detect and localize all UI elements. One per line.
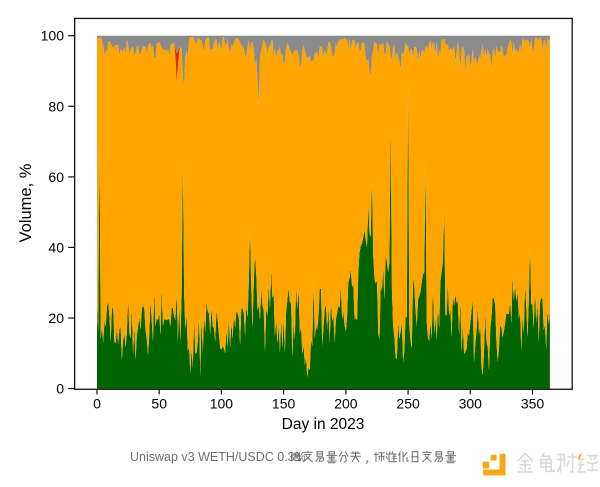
- svg-text:100: 100: [41, 28, 65, 44]
- svg-text:20: 20: [48, 310, 64, 326]
- svg-text:80: 80: [48, 98, 64, 114]
- svg-text:250: 250: [396, 396, 420, 412]
- svg-text:Uniswap v3 WETH/USDC 0.3%: Uniswap v3 WETH/USDC 0.3%: [130, 450, 306, 464]
- svg-text:Volume, %: Volume, %: [17, 163, 35, 242]
- svg-text:40: 40: [48, 239, 64, 255]
- svg-text:100: 100: [210, 396, 234, 412]
- svg-text:350: 350: [521, 396, 545, 412]
- svg-text:50: 50: [151, 396, 167, 412]
- svg-text:200: 200: [334, 396, 358, 412]
- svg-text:150: 150: [272, 396, 296, 412]
- svg-text:Day in 2023: Day in 2023: [282, 416, 365, 433]
- svg-text:0: 0: [56, 381, 64, 397]
- svg-text:0: 0: [93, 396, 101, 412]
- svg-text:60: 60: [48, 169, 64, 185]
- svg-text:300: 300: [459, 396, 483, 412]
